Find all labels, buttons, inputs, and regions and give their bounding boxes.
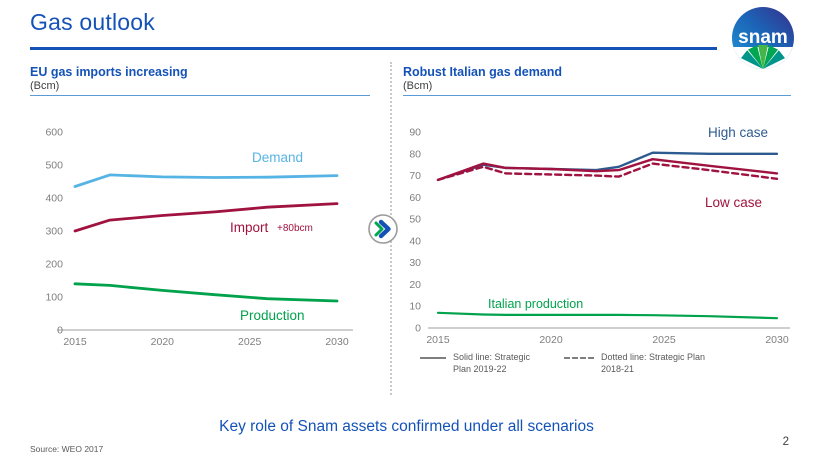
left-chart-unit: (Bcm) (30, 80, 60, 92)
y-tick-label: 300 (45, 226, 63, 238)
legend-label-solid: Solid line: Strategic Plan 2019-22 (453, 352, 531, 374)
solid-line-swatch (420, 357, 446, 359)
x-tick-label: 2025 (238, 336, 262, 348)
x-tick-label: 2015 (426, 334, 450, 346)
x-tick-label: 2020 (539, 334, 563, 346)
title-divider (30, 47, 717, 50)
chart-label: Demand (252, 150, 303, 165)
y-tick-label: 10 (409, 301, 421, 313)
chart-label: High case (708, 125, 768, 140)
y-tick-label: 100 (45, 292, 63, 304)
right-panel-header: Robust Italian gas demand (Bcm) (403, 65, 791, 96)
legend-item-solid: Solid line: Strategic Plan 2019-22 (420, 352, 550, 375)
y-tick-label: 70 (409, 170, 421, 182)
y-tick-label: 20 (409, 279, 421, 291)
y-tick-label: 500 (45, 160, 63, 172)
y-tick-label: 400 (45, 193, 63, 205)
series-line-import (73, 202, 339, 233)
left-chart-title: EU gas imports increasing (30, 65, 188, 79)
right-chart-title: Robust Italian gas demand (403, 65, 563, 79)
right-chart-unit: (Bcm) (403, 80, 433, 92)
series-line-production (73, 282, 339, 303)
left-title-underline (30, 95, 370, 96)
series-line-demand (73, 173, 339, 188)
chart-label: Italian production (488, 297, 583, 311)
y-tick-label: 200 (45, 259, 63, 271)
legend-item-dashed: Dotted line: Strategic Plan 2018-21 (564, 352, 707, 375)
logo-fan (741, 45, 785, 69)
chart-label: +80bcm (277, 223, 313, 234)
y-tick-label: 80 (409, 148, 421, 160)
chart-label: Low case (705, 195, 762, 210)
snam-logo: snam (732, 7, 794, 69)
right-title-underline (403, 95, 791, 96)
y-tick-label: 0 (57, 325, 63, 337)
dashed-line-swatch (564, 357, 594, 359)
left-panel-header: EU gas imports increasing (Bcm) (30, 65, 370, 96)
eu-gas-imports-chart: 0 100 200 300 400 500 600 2015 2020 2025 2030 Deman… (45, 127, 353, 348)
key-message: Key role of Snam assets confirmed under … (219, 418, 594, 435)
y-tick-label: 600 (45, 127, 63, 139)
page-number: 2 (782, 436, 789, 448)
y-tick-label: 50 (409, 214, 421, 226)
y-tick-label: 40 (409, 235, 421, 247)
y-tick-label: 60 (409, 192, 421, 204)
chart-label: Production (240, 308, 305, 323)
x-tick-label: 2030 (325, 336, 349, 348)
source-note: Source: WEO 2017 (30, 444, 104, 454)
y-tick-label: 30 (409, 257, 421, 269)
series-line-strategic-plan-2018-21-dotted (436, 162, 779, 182)
series-line-low-case (436, 158, 779, 182)
x-tick-label: 2030 (765, 334, 789, 346)
x-tick-label: 2025 (652, 334, 676, 346)
legend-label-dashed: Dotted line: Strategic Plan 2018-21 (601, 352, 706, 374)
x-tick-label: 2015 (63, 336, 87, 348)
logo-wordmark: snam (738, 27, 788, 48)
page-title: Gas outlook (30, 9, 155, 35)
chart-label: Import (230, 220, 269, 235)
x-tick-label: 2020 (151, 336, 175, 348)
series-line-italian-production (436, 311, 779, 320)
y-tick-label: 0 (415, 323, 421, 335)
y-tick-label: 90 (409, 127, 421, 139)
chart-legend: Solid line: Strategic Plan 2019-22 Dotte… (420, 352, 707, 375)
double-chevron-icon (368, 214, 398, 244)
